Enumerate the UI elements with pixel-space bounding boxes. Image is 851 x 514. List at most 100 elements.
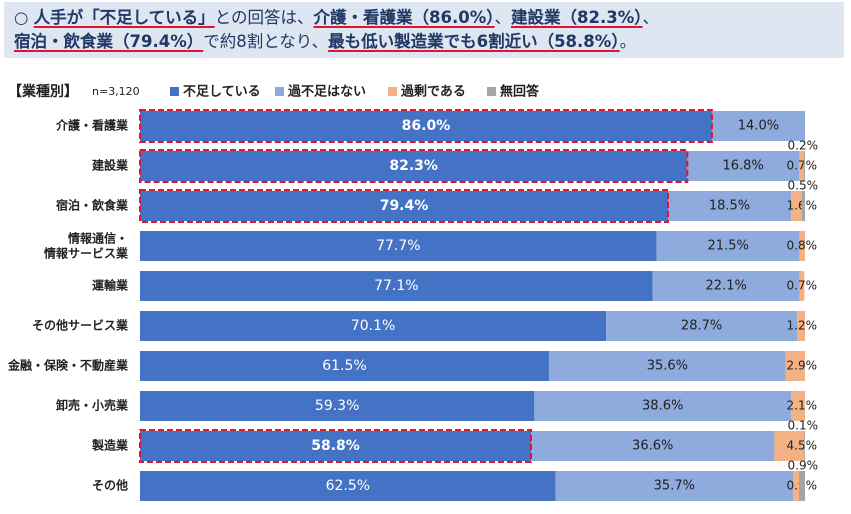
bar-segment <box>804 431 805 461</box>
bar-segment <box>140 111 712 141</box>
bar-segment <box>140 351 549 381</box>
bar-segment <box>140 471 556 501</box>
text: 。 <box>619 32 637 51</box>
text: との回答は、 <box>214 8 314 27</box>
value-label: 70.1% <box>351 318 395 334</box>
bar-segment <box>801 191 805 221</box>
y-tick-label: 情報通信・情報サービス業 <box>44 230 129 260</box>
value-label: 2.1% <box>787 399 818 413</box>
value-label: 79.4% <box>380 198 429 214</box>
y-tick-label: 金融・保険・不動産業 <box>7 358 129 373</box>
legend-swatch <box>275 87 284 96</box>
y-tick-label: 製造業 <box>91 438 129 453</box>
y-tick-label: 宿泊・飲食業 <box>56 198 129 213</box>
value-label: 61.5% <box>322 358 366 374</box>
bar-segment <box>799 271 805 301</box>
bar-segment <box>791 191 802 221</box>
bar-segment <box>140 231 657 261</box>
value-label: 62.5% <box>326 478 370 494</box>
highlight-box <box>139 429 533 463</box>
headline: ○ 人手が「不足している」との回答は、介護・看護業（86.0%）、建設業（82.… <box>4 2 844 58</box>
headline-line: 宿泊・飲食業（79.4%）で約8割となり、最も低い製造業でも6割近い（58.8%… <box>14 30 834 54</box>
bar-segment <box>531 431 775 461</box>
text: 人手が「不足している」 <box>33 8 215 27</box>
value-label: 1.2% <box>787 319 818 333</box>
bar-segment <box>803 151 805 181</box>
value-label: 82.3% <box>389 158 438 174</box>
bar-segment <box>711 111 805 141</box>
value-label: 38.6% <box>642 399 683 414</box>
text: 建設業（82.3%） <box>511 8 643 27</box>
value-label: 28.7% <box>681 319 722 334</box>
bar-segment <box>140 191 669 221</box>
text: 、 <box>494 8 512 27</box>
bar-segment <box>785 351 805 381</box>
text: 最も低い製造業でも6割近い（58.8%） <box>328 32 620 51</box>
value-label: 0.7% <box>787 159 818 173</box>
y-tick-label: その他サービス業 <box>32 318 129 333</box>
value-label: 0.1% <box>788 419 819 433</box>
bar-segment <box>652 271 800 301</box>
bar-segment <box>799 231 805 261</box>
y-tick-label: 建設業 <box>91 158 129 173</box>
value-label: 77.1% <box>374 278 418 294</box>
legend-label: 無回答 <box>500 84 540 100</box>
value-label: 21.5% <box>708 239 749 254</box>
sample-size: n=3,120 <box>92 85 140 98</box>
value-label: 59.3% <box>315 398 359 414</box>
value-label: 4.5% <box>787 439 818 453</box>
bar-segment <box>534 391 792 421</box>
legend-swatch <box>388 87 397 96</box>
value-label: 0.2% <box>788 139 819 153</box>
bar-segment <box>140 391 535 421</box>
text: で約8割となり、 <box>203 32 329 51</box>
value-label: 86.0% <box>402 118 451 134</box>
legend-label: 不足している <box>183 85 261 100</box>
legend-swatch <box>170 87 179 96</box>
legend-label: 過剰である <box>400 84 466 100</box>
highlight-box <box>139 109 713 143</box>
bar-segment <box>799 151 804 181</box>
value-label: 35.7% <box>654 479 695 494</box>
value-label: 58.8% <box>311 438 360 454</box>
legend-swatch <box>487 87 496 96</box>
highlight-box <box>139 189 670 223</box>
highlight-box <box>139 149 689 183</box>
y-tick-label: 卸売・小売業 <box>56 398 129 413</box>
value-label: 14.0% <box>738 119 779 134</box>
bar-segment <box>555 471 794 501</box>
value-label: 22.1% <box>706 279 747 294</box>
value-label: 0.8% <box>787 239 818 253</box>
bar-segment <box>668 191 792 221</box>
bar-segment <box>140 311 607 341</box>
bar-segment <box>656 231 800 261</box>
bar-segment <box>687 151 800 181</box>
value-label: 0.9% <box>788 459 819 473</box>
bar-segment <box>548 351 786 381</box>
bar-segment <box>140 431 532 461</box>
bar-segment <box>799 471 805 501</box>
value-label: 2.9% <box>787 359 818 373</box>
chart-label: 【業種別】 <box>8 83 78 100</box>
bar-segment <box>797 311 805 341</box>
value-label: 0.7% <box>787 279 818 293</box>
value-label: 0.5% <box>788 179 819 193</box>
bar-segment <box>793 471 800 501</box>
value-label: 77.7% <box>376 238 420 254</box>
marker: ○ <box>14 8 29 27</box>
y-tick-label: その他 <box>92 478 128 493</box>
text: 介護・看護業（86.0%） <box>313 8 495 27</box>
bar-segment <box>606 311 798 341</box>
value-label: 35.6% <box>647 359 688 374</box>
y-tick-label: 運輸業 <box>92 278 129 293</box>
bar-segment <box>791 391 805 421</box>
bar-segment <box>774 431 805 461</box>
bar-segment <box>140 271 653 301</box>
legend-label: 過不足はない <box>287 84 366 100</box>
value-label: 18.5% <box>709 199 750 214</box>
bar-segment <box>140 151 688 181</box>
value-label: 36.6% <box>632 439 673 454</box>
text: 、 <box>642 8 660 27</box>
text: 宿泊・飲食業（79.4%） <box>14 32 204 51</box>
